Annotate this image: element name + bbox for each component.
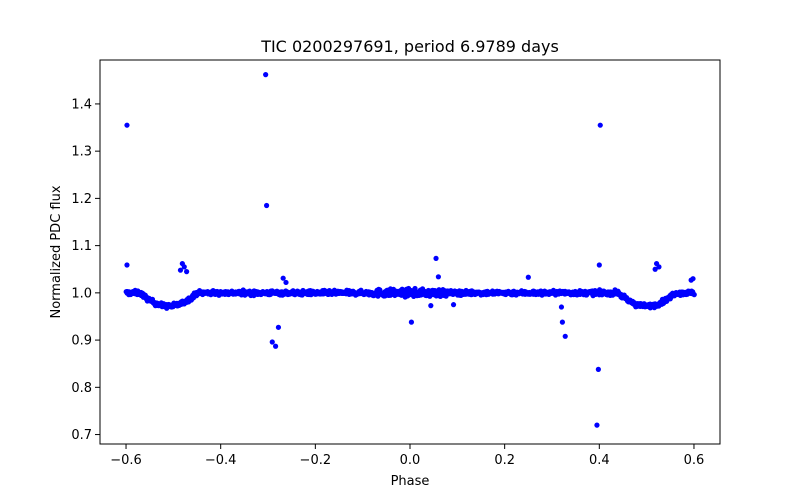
data-point xyxy=(264,202,270,209)
data-point xyxy=(594,422,600,428)
data-point xyxy=(124,122,130,128)
data-point xyxy=(124,262,130,268)
data-point xyxy=(275,324,282,330)
chart-title: TIC 0200297691, period 6.9789 days xyxy=(260,37,559,56)
x-tick-label: −0.4 xyxy=(205,453,237,468)
data-point xyxy=(433,255,439,261)
data-point xyxy=(525,274,531,280)
y-tick-label: 1.2 xyxy=(71,192,92,207)
y-tick-label: 1.4 xyxy=(71,97,92,112)
x-axis-ticks: −0.6 −0.4 −0.2 0.0 0.2 0.4 0.6 xyxy=(110,444,704,468)
x-axis-title: Phase xyxy=(391,474,430,489)
data-point xyxy=(272,343,279,349)
data-points xyxy=(123,72,697,428)
y-tick-label: 1.3 xyxy=(71,145,92,160)
x-tick-label: 0.4 xyxy=(589,453,610,468)
y-axis-title: Normalized PDC flux xyxy=(49,185,64,318)
data-point xyxy=(595,366,601,372)
data-point xyxy=(562,333,568,339)
data-point xyxy=(691,292,697,298)
data-point xyxy=(428,303,434,309)
data-point xyxy=(597,122,603,128)
data-point xyxy=(559,319,566,325)
data-point xyxy=(558,304,565,310)
x-tick-label: 0.0 xyxy=(400,453,421,468)
data-point xyxy=(280,275,286,281)
data-point xyxy=(690,276,696,282)
data-point xyxy=(408,319,415,325)
y-tick-label: 1.0 xyxy=(71,286,92,301)
data-point xyxy=(269,339,275,345)
plot-frame xyxy=(99,59,721,445)
y-tick-label: 0.9 xyxy=(71,334,92,349)
data-point xyxy=(450,302,457,308)
x-tick-label: −0.2 xyxy=(300,453,332,468)
data-point xyxy=(435,274,441,280)
data-point xyxy=(596,262,602,268)
data-point xyxy=(652,266,658,272)
y-tick-label: 0.7 xyxy=(71,428,92,443)
y-tick-label: 1.1 xyxy=(71,239,92,254)
data-point xyxy=(263,72,269,78)
x-tick-label: 0.2 xyxy=(494,453,515,468)
y-axis-ticks: 0.7 0.8 0.9 1.0 1.1 1.2 1.3 1.4 xyxy=(71,97,100,443)
y-tick-label: 0.8 xyxy=(71,381,92,396)
x-tick-label: −0.6 xyxy=(110,453,142,468)
data-point xyxy=(177,267,184,273)
data-point xyxy=(181,264,187,270)
x-tick-label: 0.6 xyxy=(684,453,705,468)
data-point xyxy=(283,279,289,286)
data-point xyxy=(656,264,662,270)
data-point xyxy=(184,269,190,275)
